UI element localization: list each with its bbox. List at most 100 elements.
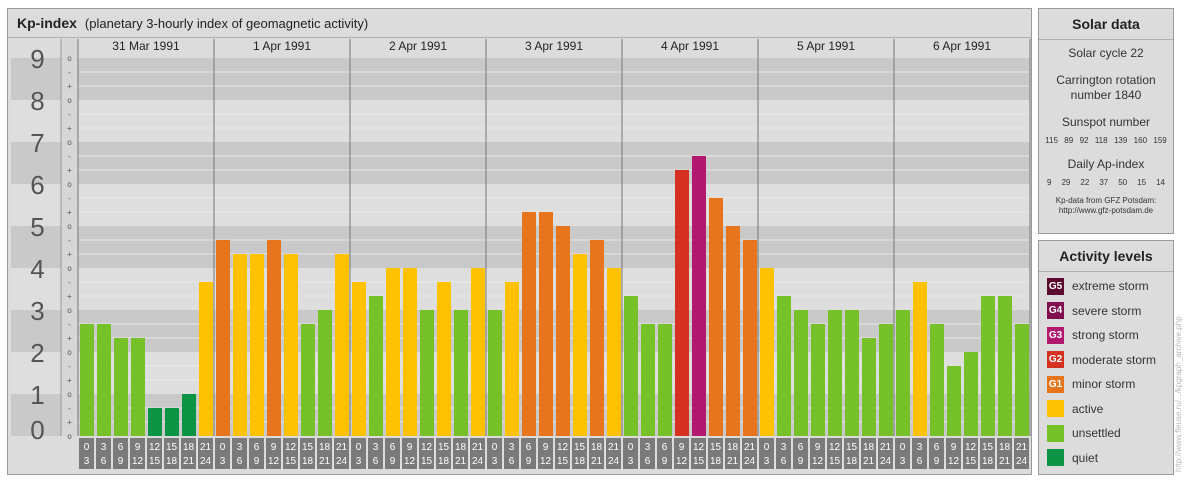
kp-band-8	[11, 58, 1030, 100]
interval-cell	[164, 438, 179, 469]
sub-tick: -	[68, 320, 71, 329]
legend-item-active: active	[1039, 397, 1173, 422]
kp-bar-12	[284, 254, 298, 436]
kp-bar-26	[522, 212, 536, 436]
kp-bar-47	[879, 323, 893, 436]
interval-end-label: 3	[220, 456, 226, 467]
sunspot-5: 160	[1133, 136, 1148, 145]
ap-5: 15	[1137, 178, 1147, 187]
y-tick-label-7: 7	[30, 128, 44, 158]
day-header-bg	[214, 39, 350, 53]
kp-bar-52	[964, 352, 978, 436]
interval-start-label: 12	[965, 442, 977, 453]
interval-start-label: 15	[302, 442, 314, 453]
interval-end-label: 9	[254, 456, 260, 467]
interval-cell	[759, 438, 774, 469]
interval-end-label: 15	[829, 456, 841, 467]
day-header-bg	[78, 39, 214, 53]
sunspot-2: 92	[1079, 136, 1089, 145]
kp-bar-3	[131, 338, 145, 436]
sub-tick: +	[67, 418, 72, 427]
legend-label: active	[1072, 401, 1104, 416]
kp-bar-53	[981, 296, 995, 436]
solar-cycle: Solar cycle 22	[1068, 46, 1144, 60]
kp-bar-37	[709, 197, 723, 436]
kp-bar-39	[743, 239, 757, 436]
sub-tick: +	[67, 250, 72, 259]
interval-cell	[691, 438, 706, 469]
interval-cell	[147, 438, 162, 469]
interval-end-label: 24	[472, 456, 484, 467]
interval-end-label: 21	[999, 456, 1011, 467]
interval-start-label: 0	[900, 442, 906, 453]
kp-band-5	[11, 184, 1030, 226]
sunspot-0: 115	[1045, 136, 1058, 145]
interval-end-label: 6	[509, 456, 515, 467]
legend-label: severe storm	[1072, 303, 1142, 318]
kp-bar-23	[471, 268, 485, 436]
ap-4: 50	[1118, 178, 1128, 187]
sub-tick: -	[68, 194, 71, 203]
day-label-4: 4 Apr 1991	[661, 39, 719, 53]
kp-bar-29	[573, 254, 587, 436]
day-header-bg	[486, 39, 622, 53]
interval-end-label: 9	[798, 456, 804, 467]
y-tick-label-5: 5	[30, 212, 44, 242]
sub-tick: o	[67, 264, 72, 273]
interval-cell	[708, 438, 723, 469]
interval-cell	[402, 438, 417, 469]
interval-end-label: 18	[846, 456, 858, 467]
chart-subtitle: (planetary 3-hourly index of geomagnetic…	[84, 15, 369, 31]
interval-start-label: 9	[679, 442, 685, 453]
sub-tick: +	[67, 292, 72, 301]
kp-chart: 0123456789o+-o+-o+-o+-o+-o+-o+-o+-o+-o31…	[11, 39, 1031, 469]
day-label-5: 5 Apr 1991	[797, 39, 855, 53]
kp-bar-14	[318, 310, 332, 436]
kp-band-7	[11, 100, 1030, 142]
interval-cell	[504, 438, 519, 469]
activity-levels-panel: Activity levels G5 extreme storm G4 severe …	[1038, 240, 1174, 475]
interval-start-label: 15	[574, 442, 586, 453]
kp-bar-43	[811, 323, 825, 436]
interval-start-label: 9	[407, 442, 413, 453]
interval-cell	[674, 438, 689, 469]
sunspot-values: 115 89 92 118 139 160 159	[1039, 136, 1173, 145]
interval-cell	[776, 438, 791, 469]
interval-cell	[657, 438, 672, 469]
interval-cell	[810, 438, 825, 469]
interval-start-label: 12	[285, 442, 297, 453]
interval-start-label: 6	[118, 442, 124, 453]
interval-cell	[470, 438, 485, 469]
interval-end-label: 18	[574, 456, 586, 467]
interval-start-label: 15	[166, 442, 178, 453]
interval-cell	[623, 438, 638, 469]
kp-bar-54	[998, 296, 1012, 436]
kp-bar-42	[794, 310, 808, 436]
kp-bar-17	[369, 296, 383, 436]
legend-label: moderate storm	[1072, 352, 1157, 367]
interval-start-label: 21	[336, 442, 348, 453]
interval-cell	[555, 438, 570, 469]
sub-tick: -	[68, 110, 71, 119]
day-label-2: 2 Apr 1991	[389, 39, 447, 53]
kp-bar-49	[913, 281, 927, 436]
interval-start-label: 9	[271, 442, 277, 453]
legend-swatch	[1047, 400, 1064, 418]
legend-swatch: G2	[1047, 351, 1064, 369]
interval-end-label: 15	[421, 456, 433, 467]
kp-band-1	[11, 352, 1030, 394]
sub-tick: +	[67, 82, 72, 91]
interval-end-label: 3	[356, 456, 362, 467]
interval-end-label: 18	[982, 456, 994, 467]
interval-end-label: 15	[285, 456, 297, 467]
sub-tick: o	[67, 306, 72, 315]
interval-cell	[198, 438, 213, 469]
interval-start-label: 6	[254, 442, 260, 453]
kp-bar-10	[250, 254, 264, 436]
interval-end-label: 12	[404, 456, 416, 467]
kp-band-2	[11, 310, 1030, 352]
interval-cell	[538, 438, 553, 469]
kp-bar-19	[403, 268, 417, 436]
interval-end-label: 24	[1016, 456, 1028, 467]
kp-bar-35	[675, 170, 689, 436]
